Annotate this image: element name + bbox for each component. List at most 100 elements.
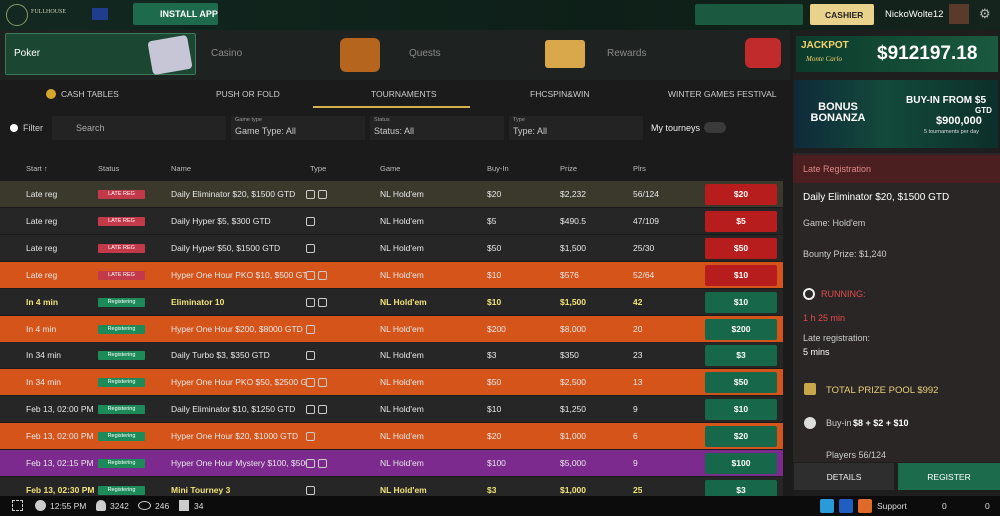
register-button[interactable]: $200: [705, 318, 777, 340]
tournament-row[interactable]: Late reg LATE REG Daily Eliminator $20, $1…: [0, 181, 783, 208]
promo-line: BUY-IN FROM $5: [906, 95, 987, 106]
tournament-row[interactable]: Feb 13, 02:15 PM Registering Hyper One Hou…: [0, 450, 783, 477]
tournament-row[interactable]: In 4 min Registering Eliminator 10 NL Hold'…: [0, 288, 783, 316]
status-badge: Registering: [98, 351, 145, 361]
start-time: Late reg: [26, 189, 58, 199]
tournament-name: Hyper One Hour $200, $8000 GTD: [171, 323, 303, 334]
register-button[interactable]: $50: [705, 372, 777, 394]
status-badge: Registering: [98, 405, 145, 415]
install-app-label: INSTALL APP: [160, 9, 218, 19]
players: Players 56/124: [826, 450, 887, 460]
nav-tab[interactable]: Poker: [14, 48, 41, 59]
register-button[interactable]: $3: [705, 345, 777, 367]
language-flag[interactable]: [92, 8, 108, 20]
register-button[interactable]: $3: [705, 479, 777, 496]
type-icon: [306, 351, 315, 361]
column-header: Status: [98, 164, 120, 173]
logo-icon: [6, 4, 28, 26]
nav-tab[interactable]: Quests: [409, 48, 441, 59]
promo-title: BONUS BONANZA: [810, 101, 866, 124]
subtab[interactable]: FHCSPIN&WIN: [530, 89, 590, 99]
subtab[interactable]: WINTER GAMES FESTIVAL: [668, 89, 777, 99]
jackpot-title: JACKPOT: [801, 40, 849, 51]
nav-tab[interactable]: Rewards: [607, 48, 647, 59]
column-header: Type: [310, 164, 327, 173]
cashier-button[interactable]: CASHIER: [810, 4, 874, 25]
filter-toggle[interactable]: [10, 124, 18, 132]
tournament-name: Mini Tourney 3: [171, 484, 231, 495]
start-time: In 4 min: [26, 323, 57, 334]
casino-image: [340, 38, 380, 72]
prize: $5,000: [560, 458, 586, 468]
register-button[interactable]: $50: [705, 237, 777, 259]
tournament-row[interactable]: Feb 13, 02:00 PM Registering Hyper One Hou…: [0, 423, 783, 451]
tournament-row[interactable]: Feb 13, 02:00 PM Registering Daily Elimina…: [0, 396, 783, 424]
tournament-row[interactable]: In 34 min Registering Hyper One Hour PKO $…: [0, 369, 783, 397]
start-time: Late reg: [26, 242, 58, 253]
players: 6: [633, 431, 638, 442]
register-button[interactable]: $10: [705, 399, 777, 421]
tournament-row[interactable]: Late reg LATE REG Hyper One Hour PKO $10, …: [0, 261, 783, 289]
clock-icon: [803, 288, 815, 300]
subtab[interactable]: PUSH OR FOLD: [216, 89, 280, 99]
running-label: RUNNING:: [821, 289, 866, 299]
column-header: Buy-In: [487, 164, 509, 173]
nav-tab[interactable]: Casino: [211, 48, 243, 59]
tournament-name: Hyper One Hour PKO $10, $500 GTD: [171, 269, 306, 280]
details-button[interactable]: DETAILS: [794, 463, 894, 490]
select-label: Status: [374, 117, 390, 123]
players-icon: [96, 500, 106, 511]
column-header: Start ↑: [26, 164, 48, 173]
support-link[interactable]: Support: [877, 501, 907, 511]
time-icon: [35, 500, 46, 511]
register-button[interactable]: $20: [705, 426, 777, 448]
register-button[interactable]: REGISTER: [898, 463, 1000, 490]
game: NL Hold'em: [380, 323, 424, 334]
game-type-select[interactable]: [231, 116, 365, 140]
tournament-row[interactable]: In 4 min Registering Hyper One Hour $200, …: [0, 315, 783, 343]
install-app-button[interactable]: [133, 3, 218, 25]
settings-icon[interactable]: ⚙: [979, 6, 991, 21]
register-button[interactable]: $20: [705, 184, 777, 205]
username: NickoWolte12: [885, 9, 944, 20]
start-time: Late reg: [26, 215, 58, 226]
avatar[interactable]: [949, 4, 969, 24]
fullscreen-icon[interactable]: [12, 500, 23, 511]
players: 25: [633, 484, 643, 495]
footer: [0, 496, 1000, 516]
chat-icon[interactable]: [858, 499, 872, 513]
footer-count: 0: [942, 501, 947, 511]
tournament-name: Daily Turbo $3, $350 GTD: [171, 350, 270, 361]
select-value: Game Type: All: [235, 126, 296, 136]
register-button[interactable]: $5: [705, 210, 777, 232]
balance-box[interactable]: [695, 4, 803, 25]
subtab[interactable]: CASH TABLES: [61, 89, 119, 99]
register-button[interactable]: $10: [705, 291, 777, 313]
details-header: [793, 155, 1000, 183]
game: NL Hold'em: [380, 484, 427, 495]
status-badge: Registering: [98, 432, 145, 442]
promo-banner[interactable]: [794, 80, 998, 148]
facebook-icon[interactable]: [839, 499, 853, 513]
buy-in: $200: [487, 323, 506, 334]
tournament-row[interactable]: Feb 13, 02:30 PM Registering Mini Tourney …: [0, 476, 783, 496]
search-box[interactable]: [52, 116, 226, 140]
register-button[interactable]: $100: [705, 453, 777, 474]
players: 9: [633, 458, 638, 468]
tournament-row[interactable]: Late reg LATE REG Daily Hyper $5, $300 GTD…: [0, 207, 783, 235]
tournament-row[interactable]: In 34 min Registering Daily Turbo $3, $350…: [0, 342, 783, 370]
tournament-row[interactable]: Late reg LATE REG Daily Hyper $50, $1500 G…: [0, 234, 783, 262]
start-time: Feb 13, 02:00 PM: [26, 431, 94, 442]
jackpot-banner[interactable]: [796, 36, 998, 72]
telegram-icon[interactable]: [820, 499, 834, 513]
status-select[interactable]: [370, 116, 504, 140]
register-button[interactable]: $10: [705, 264, 777, 286]
tab-icon: [46, 89, 56, 99]
status-badge: Registering: [98, 485, 145, 495]
type-select[interactable]: [509, 116, 643, 140]
subtab[interactable]: TOURNAMENTS: [371, 89, 437, 99]
column-header: Plrs: [633, 164, 646, 173]
my-tourneys-toggle[interactable]: [704, 122, 726, 133]
players: 13: [633, 377, 643, 388]
trophy-icon: [804, 383, 816, 395]
